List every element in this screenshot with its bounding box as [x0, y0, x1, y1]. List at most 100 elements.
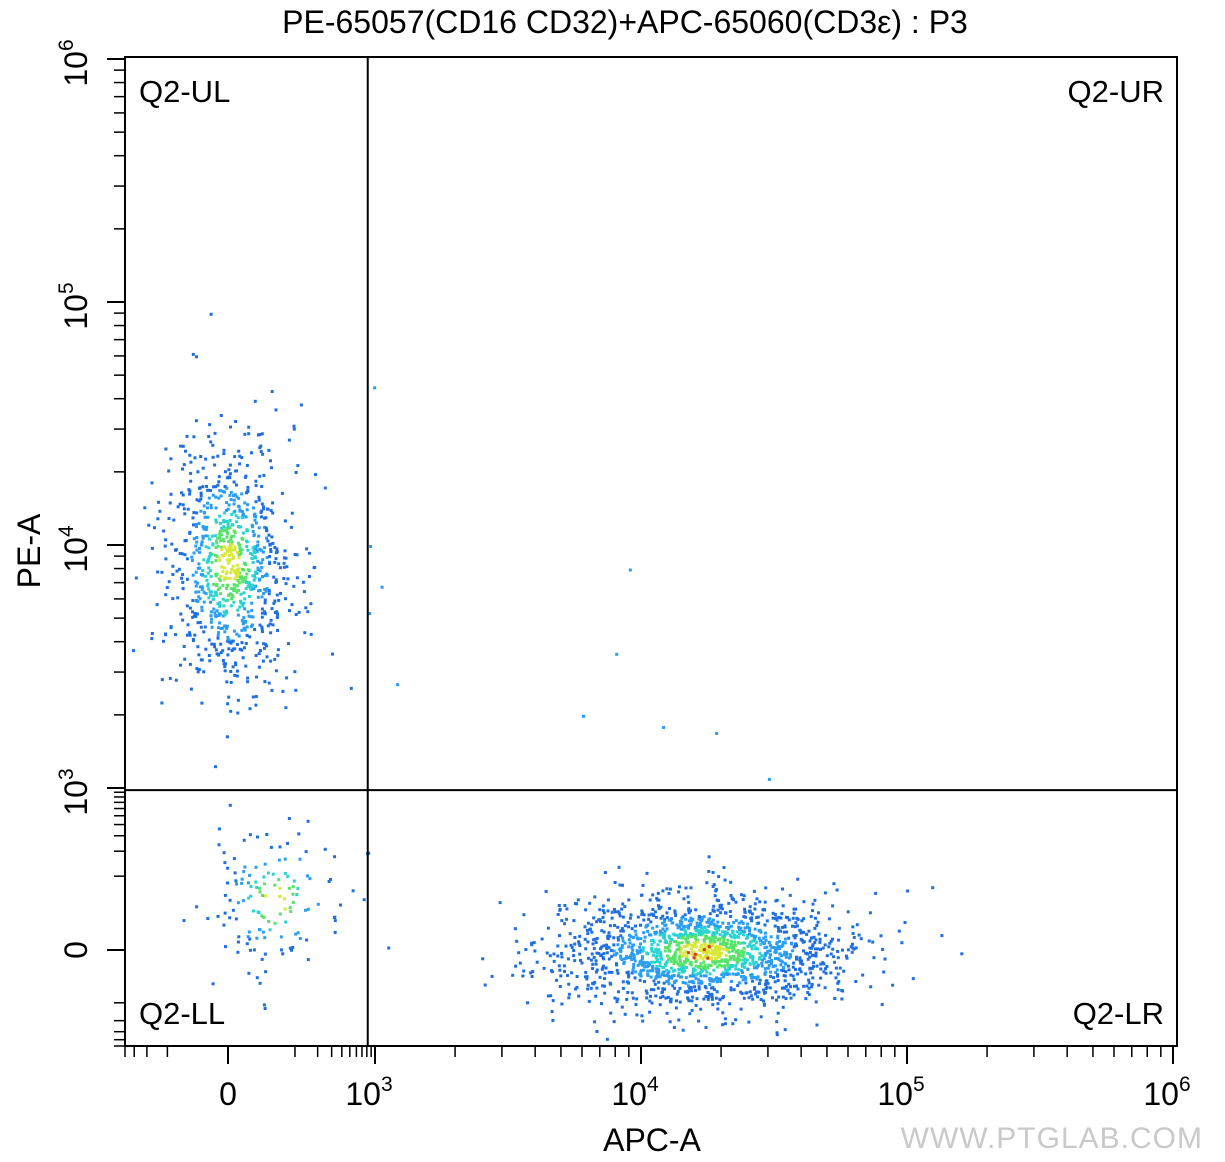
event-dot: [758, 900, 762, 904]
event-dot: [736, 972, 740, 976]
event-dot: [223, 624, 227, 628]
event-dot: [211, 443, 215, 447]
event-dot: [258, 886, 261, 890]
event-dot: [153, 526, 156, 530]
event-dot: [235, 584, 239, 588]
event-dot: [723, 878, 727, 882]
event-dot: [678, 885, 681, 889]
event-dot: [225, 626, 229, 630]
event-dot: [205, 484, 208, 488]
event-dot: [239, 551, 243, 555]
event-dot: [273, 546, 277, 549]
event-dot: [260, 627, 264, 631]
event-dot: [243, 597, 247, 601]
event-dot: [619, 954, 623, 958]
event-dot: [535, 960, 539, 964]
event-dot: [743, 910, 747, 914]
event-dot: [760, 913, 764, 917]
event-dot: [767, 777, 771, 781]
event-dot: [268, 622, 272, 626]
event-dot: [590, 952, 594, 956]
event-dot: [651, 953, 655, 957]
event-dot: [742, 975, 746, 978]
event-dot: [655, 896, 659, 900]
event-dot: [719, 911, 723, 915]
event-dot: [524, 948, 528, 951]
event-dot: [683, 932, 687, 936]
event-dot: [672, 974, 676, 977]
event-dot: [185, 577, 189, 581]
event-dot: [570, 971, 574, 975]
event-dot: [700, 981, 704, 985]
event-dot: [768, 949, 772, 953]
event-dot: [667, 943, 671, 947]
event-dot: [222, 566, 226, 570]
event-dot: [245, 572, 249, 576]
event-dot: [254, 880, 258, 884]
event-dot: [756, 915, 760, 919]
event-dot: [645, 871, 649, 875]
event-dot: [200, 605, 204, 609]
event-dot: [665, 1011, 669, 1015]
event-dot: [671, 957, 675, 961]
event-dot: [242, 838, 246, 842]
event-dot: [195, 525, 198, 529]
event-dot: [237, 634, 241, 638]
event-dot: [207, 654, 211, 657]
event-dot: [246, 676, 250, 680]
event-dot: [252, 506, 255, 510]
event-dot: [223, 861, 227, 865]
event-dot: [779, 916, 783, 920]
event-dot: [632, 936, 635, 939]
event-dot: [150, 481, 154, 485]
event-dot: [776, 936, 780, 940]
event-dot: [533, 949, 537, 953]
event-dot: [706, 995, 710, 999]
event-dot: [540, 937, 544, 941]
event-dot: [194, 570, 198, 574]
event-dot: [235, 669, 239, 673]
event-dot: [244, 587, 248, 591]
event-dot: [771, 916, 775, 920]
event-dot: [742, 894, 746, 898]
event-dot: [691, 979, 695, 983]
event-dot: [256, 835, 259, 839]
event-dot: [694, 926, 697, 929]
event-dot: [788, 955, 792, 959]
event-dot: [616, 936, 620, 940]
event-dot: [784, 970, 788, 974]
event-dot: [261, 550, 265, 554]
event-dot: [559, 974, 563, 978]
event-dot: [578, 944, 582, 947]
event-dot: [241, 899, 245, 903]
event-dot: [283, 907, 287, 911]
event-dot: [273, 611, 277, 614]
event-dot: [247, 971, 251, 975]
event-dot: [246, 680, 250, 684]
event-dot: [259, 450, 263, 454]
event-dot: [229, 545, 233, 549]
event-dot: [544, 890, 548, 893]
event-dot: [271, 623, 275, 627]
event-dot: [738, 981, 742, 985]
event-dot: [615, 968, 619, 972]
event-dot: [699, 1007, 703, 1011]
event-dot: [676, 990, 680, 993]
event-dot: [639, 937, 643, 941]
event-dot: [744, 981, 748, 985]
event-dot: [194, 615, 198, 618]
event-dot: [244, 575, 248, 579]
event-dot: [262, 505, 266, 509]
event-dot: [732, 988, 736, 992]
event-dot: [689, 909, 692, 913]
event-dot: [617, 865, 621, 869]
event-dot: [661, 971, 665, 975]
event-dot: [213, 611, 217, 615]
event-dot: [687, 911, 691, 915]
event-dot: [197, 522, 201, 525]
event-dot: [689, 886, 693, 890]
event-dot: [636, 915, 640, 919]
event-dot: [736, 955, 740, 959]
event-dot: [572, 949, 576, 952]
event-dot: [701, 931, 705, 935]
